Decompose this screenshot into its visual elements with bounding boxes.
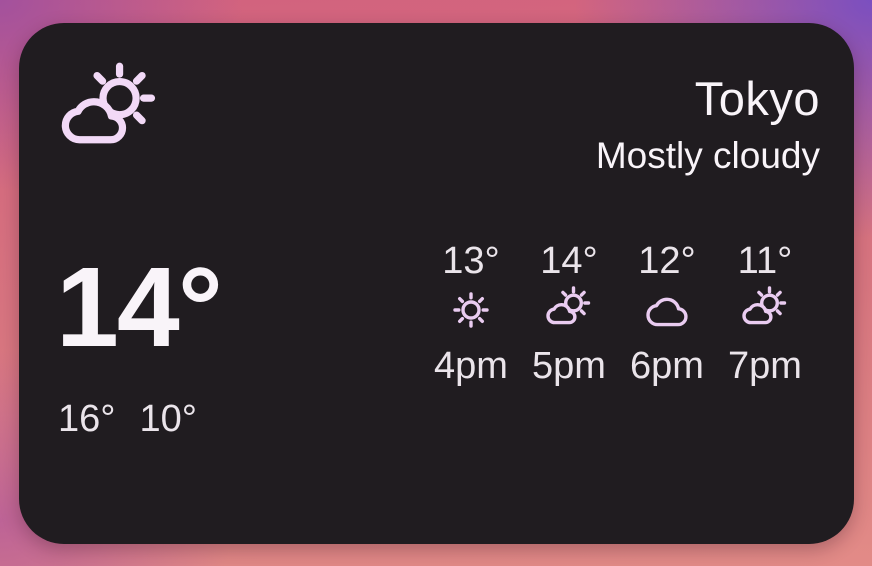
partly-cloudy-icon xyxy=(741,286,789,334)
hourly-item: 11° 7pm xyxy=(716,238,814,389)
hourly-temp: 11° xyxy=(737,240,793,282)
hourly-temp: 14° xyxy=(540,240,598,282)
weather-widget[interactable]: Tokyo Mostly cloudy 14° 16° 10° 13° 4pm 1… xyxy=(19,23,854,544)
hourly-item: 13° 4pm xyxy=(422,238,520,389)
cloudy-icon xyxy=(643,286,691,334)
high-low-temperatures: 16° 10° xyxy=(58,395,197,444)
hourly-temp: 13° xyxy=(442,240,500,282)
hourly-time: 5pm xyxy=(532,345,606,387)
hourly-item: 14° 5pm xyxy=(520,238,618,389)
location-block: Tokyo Mostly cloudy xyxy=(596,69,820,180)
sunny-icon xyxy=(447,286,495,334)
low-temperature: 10° xyxy=(139,398,197,440)
condition-text: Mostly cloudy xyxy=(595,135,820,176)
hourly-temp: 12° xyxy=(638,240,696,282)
current-temperature: 14° xyxy=(56,244,223,370)
location-name: Tokyo xyxy=(694,72,820,125)
partly-cloudy-icon xyxy=(545,286,593,334)
hourly-item: 12° 6pm xyxy=(618,238,716,389)
hourly-time: 4pm xyxy=(434,345,508,387)
hourly-forecast: 13° 4pm 14° 5pm 12° 6pm 11° 7pm xyxy=(422,238,814,389)
hourly-time: 6pm xyxy=(630,345,704,387)
partly-cloudy-icon xyxy=(59,62,161,164)
hourly-time: 7pm xyxy=(728,345,802,387)
high-temperature: 16° xyxy=(58,398,116,440)
